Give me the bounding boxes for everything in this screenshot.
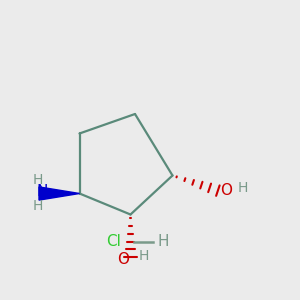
- Text: N: N: [36, 184, 48, 200]
- Text: H: H: [32, 199, 43, 213]
- Text: H: H: [158, 234, 169, 249]
- Text: H: H: [32, 173, 43, 187]
- Text: H: H: [139, 249, 149, 262]
- Text: O: O: [117, 252, 129, 267]
- Text: H: H: [237, 181, 248, 194]
- Polygon shape: [39, 187, 80, 200]
- Text: Cl: Cl: [106, 234, 122, 249]
- Text: O: O: [220, 183, 232, 198]
